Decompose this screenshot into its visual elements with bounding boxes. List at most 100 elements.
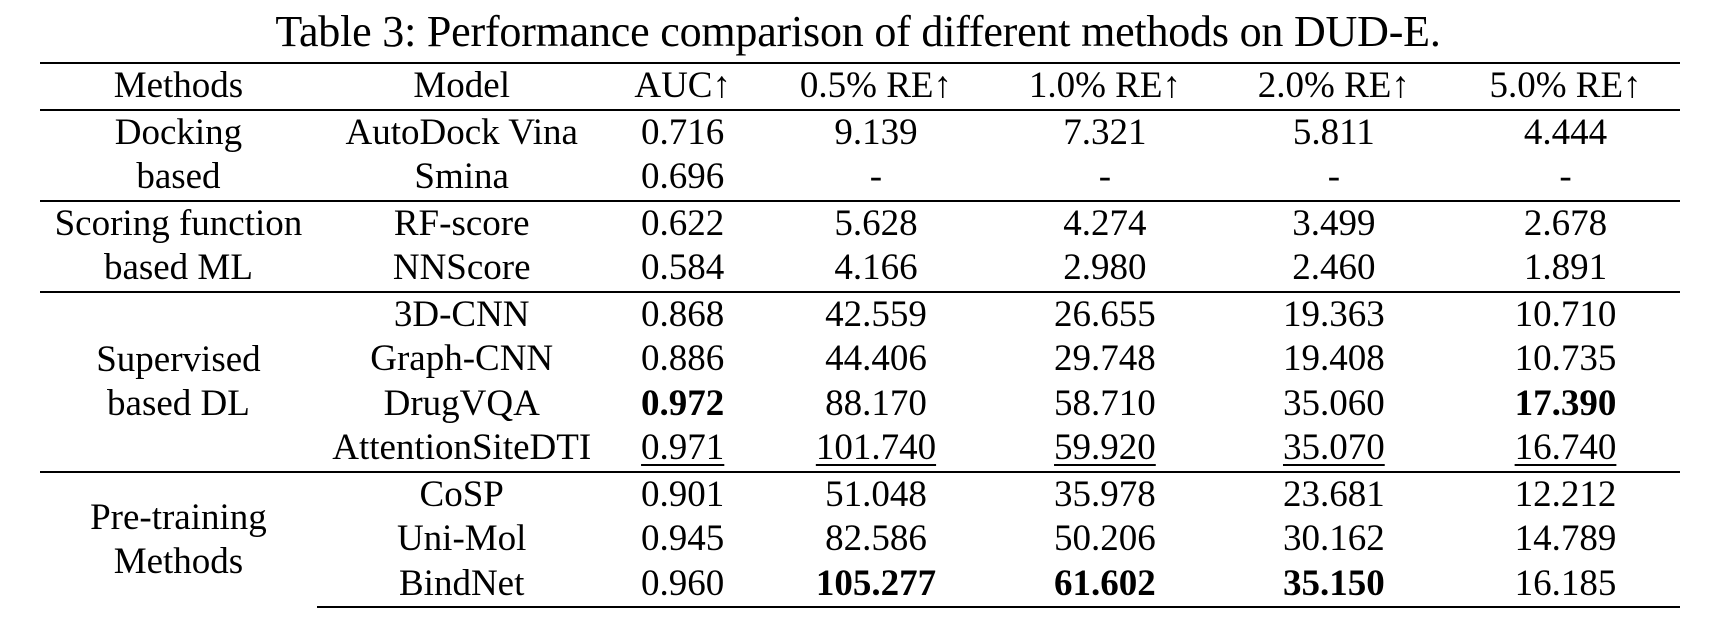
value-text: 5.811	[1292, 111, 1375, 153]
value-text: 12.212	[1514, 473, 1617, 515]
re-1-0-cell: 2.980	[993, 246, 1217, 292]
header-methods: Methods	[40, 62, 317, 111]
value-text: 35.060	[1282, 382, 1385, 424]
value-text: 7.321	[1063, 111, 1147, 153]
re-1-0-cell: 58.710	[993, 382, 1217, 427]
auc-cell: 0.868	[606, 290, 759, 337]
auc-cell: 0.716	[606, 108, 759, 155]
value-text: 10.735	[1514, 338, 1617, 380]
header-re-0-5: 0.5% RE↑	[758, 62, 994, 111]
re-0-5-cell: 82.586	[759, 517, 993, 562]
method-label-line1: Docking	[114, 112, 243, 153]
model-cell: AttentionSiteDTI	[332, 427, 592, 469]
table-caption: Table 3: Performance comparison of diffe…	[275, 7, 1441, 56]
value-text: 0.868	[641, 293, 725, 335]
auc-cell: 0.696	[607, 155, 759, 201]
table-row: DrugVQA 0.972 88.170 58.710 35.060 17.390	[40, 382, 1680, 427]
auc-cell: 0.622	[606, 199, 759, 246]
value-text: 10.710	[1514, 293, 1617, 335]
table-row: Docking based AutoDock Vina 0.716 9.139 7.321…	[40, 108, 1680, 201]
value-text: 101.740	[815, 427, 937, 469]
re-1-0-cell: 50.206	[993, 517, 1217, 562]
re-2-0-cell: 2.460	[1217, 246, 1451, 292]
re-0-5-cell: 9.139	[758, 108, 994, 155]
value-text: 51.048	[825, 473, 927, 515]
re-2-0-cell: 19.363	[1216, 290, 1451, 337]
header-row: Methods Model AUC↑ 0.5% RE↑ 1.0% RE↑ 2.0…	[40, 62, 1680, 111]
re-0-5-cell: 101.740	[759, 426, 993, 472]
value-text: 16.740	[1514, 427, 1617, 469]
re-1-0-cell: 7.321	[993, 108, 1217, 155]
auc-cell: 0.584	[607, 246, 759, 292]
value-text: 14.789	[1514, 518, 1617, 560]
re-0-5-cell: 105.277	[758, 561, 994, 608]
method-cell: Pre-training Methods	[40, 470, 317, 607]
auc-cell: 0.972	[607, 382, 759, 427]
re-2-0-cell: 5.811	[1216, 108, 1451, 155]
value-text: 2.980	[1063, 247, 1147, 289]
method-cell: Scoring function based ML	[40, 199, 317, 292]
value-text: 4.444	[1523, 111, 1608, 153]
re-5-0-cell: 10.735	[1451, 337, 1680, 382]
value-text: 88.170	[825, 382, 927, 424]
re-1-0-cell: 59.920	[993, 426, 1217, 472]
re-5-0-cell: 1.891	[1451, 246, 1680, 292]
table-row: Scoring function based ML RF-score 0.622 5.6…	[40, 199, 1680, 292]
value-text: 19.408	[1282, 338, 1385, 380]
model-cell: 3D-CNN	[316, 290, 607, 337]
re-2-0-cell: 23.681	[1216, 470, 1451, 517]
re-2-0-cell: 35.060	[1217, 382, 1451, 427]
value-text: -	[1098, 156, 1112, 198]
model-cell: Smina	[414, 156, 509, 198]
method-label-line2: based	[136, 156, 221, 197]
re-1-0-cell: 4.274	[993, 199, 1217, 246]
re-1-0-cell: 61.602	[993, 561, 1217, 608]
value-text: 0.584	[641, 247, 725, 289]
auc-cell: 0.971	[607, 426, 759, 472]
re-5-0-cell: 10.710	[1451, 290, 1680, 337]
value-text: -	[1559, 156, 1572, 198]
re-5-0-cell: 2.678	[1451, 199, 1680, 246]
value-text: -	[869, 156, 883, 198]
value-text: 0.960	[641, 562, 725, 604]
re-0-5-cell: 4.166	[759, 246, 993, 292]
re-5-0-cell: 12.212	[1451, 470, 1680, 517]
re-5-0-cell: 4.444	[1451, 108, 1680, 155]
value-text: 4.274	[1063, 202, 1147, 244]
value-text: 61.602	[1054, 562, 1156, 604]
re-5-0-cell: 16.185	[1451, 561, 1680, 608]
value-text: -	[1327, 156, 1341, 198]
value-text: 3.499	[1292, 202, 1376, 244]
value-text: 58.710	[1054, 382, 1156, 424]
re-2-0-cell: -	[1217, 155, 1451, 201]
method-label-line1: Supervised	[96, 338, 261, 380]
re-5-0-cell: 14.789	[1451, 517, 1680, 562]
method-label-line2: based DL	[107, 382, 250, 424]
method-group: Docking based AutoDock Vina 0.716 9.139 7.321…	[40, 108, 1680, 201]
model-cell: Uni-Mol	[396, 518, 527, 560]
value-text: 30.162	[1282, 518, 1385, 560]
re-0-5-cell: 88.170	[759, 382, 993, 427]
re-0-5-cell: 51.048	[758, 470, 994, 517]
value-text: 9.139	[834, 111, 918, 153]
value-text: 82.586	[825, 518, 927, 560]
value-text: 0.901	[641, 473, 725, 515]
method-cell: Docking based	[40, 108, 317, 201]
table-row: BindNet 0.960 105.277 61.602 35.150 16.185	[40, 561, 1680, 608]
value-text: 42.559	[825, 293, 927, 335]
value-text: 50.206	[1054, 518, 1156, 560]
re-0-5-cell: 5.628	[758, 199, 994, 246]
model-cell: Graph-CNN	[370, 338, 554, 380]
value-text: 4.166	[834, 247, 918, 289]
model-cell: AutoDock Vina	[316, 108, 607, 155]
value-text: 1.891	[1523, 247, 1608, 289]
header-model: Model	[316, 62, 607, 111]
re-5-0-cell: 16.740	[1451, 426, 1680, 472]
table-row: Graph-CNN 0.886 44.406 29.748 19.408 10.735	[40, 337, 1680, 382]
value-text: 0.972	[641, 382, 725, 424]
table-row: AttentionSiteDTI 0.971 101.740 59.920 35.070…	[40, 426, 1680, 472]
table-row: Uni-Mol 0.945 82.586 50.206 30.162 14.789	[40, 517, 1680, 562]
re-1-0-cell: -	[993, 155, 1217, 201]
re-2-0-cell: 30.162	[1217, 517, 1451, 562]
model-cell: RF-score	[316, 199, 607, 246]
